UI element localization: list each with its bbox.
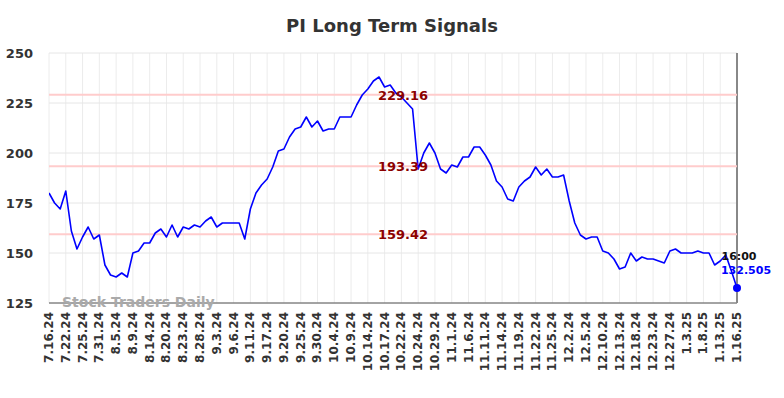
x-tick-label: 11.22.24 (529, 312, 543, 371)
background (0, 0, 784, 398)
y-grid-line (49, 153, 737, 154)
x-tick-label: 10.17.24 (378, 312, 392, 371)
x-tick-label: 10.14.24 (361, 312, 375, 371)
x-grid-line (283, 53, 284, 303)
x-grid-line (569, 53, 570, 303)
x-tick-label: 9.3.24 (210, 312, 224, 355)
x-grid-line (619, 53, 620, 303)
y-tick-label: 125 (6, 296, 33, 311)
x-tick-label: 7.25.24 (76, 312, 90, 363)
x-tick-label: 12.23.24 (646, 312, 660, 371)
last-point (733, 284, 741, 292)
x-tick-label: 11.25.24 (545, 312, 559, 371)
x-tick-label: 7.22.24 (59, 312, 73, 363)
x-tick-label: 10.29.24 (428, 312, 442, 371)
x-tick-label: 9.6.24 (227, 312, 241, 355)
x-tick-label: 9.25.24 (294, 312, 308, 363)
plot-area (49, 77, 737, 288)
x-tick-label: 8.14.24 (143, 312, 157, 363)
x-tick-label: 10.9.24 (344, 312, 358, 363)
x-tick-label: 12.13.24 (613, 312, 627, 371)
last-time: 16:00 (721, 250, 756, 263)
y-grid-line (49, 203, 737, 204)
x-tick-label: 10.22.24 (394, 312, 408, 371)
x-grid-line (434, 53, 435, 303)
x-grid-line (300, 53, 301, 303)
x-grid-line (468, 53, 469, 303)
y-grid-line (49, 253, 737, 254)
x-grid-line (552, 53, 553, 303)
x-tick-label: 8.20.24 (159, 312, 173, 363)
watermark: Stock Traders Daily (62, 294, 215, 310)
x-grid-line (485, 53, 486, 303)
y-grid-line (49, 53, 737, 54)
x-grid-line (216, 53, 217, 303)
x-grid-line (585, 53, 586, 303)
x-grid-line (351, 53, 352, 303)
x-tick-label: 11.11.24 (478, 312, 492, 371)
x-grid-line (334, 53, 335, 303)
x-tick-label: 10.4.24 (327, 312, 341, 363)
x-grid-line (535, 53, 536, 303)
y-tick-label: 250 (6, 46, 33, 61)
x-tick-label: 1.13.25 (713, 312, 727, 363)
x-grid-line (149, 53, 150, 303)
chart: PI Long Term Signals 125 150 175 200 225 250 7.… (0, 0, 784, 398)
x-tick-label: 11.19.24 (512, 312, 526, 371)
x-tick-label: 8.23.24 (176, 312, 190, 363)
x-tick-label: 12.2.24 (562, 312, 576, 363)
x-tick-label: 11.14.24 (495, 312, 509, 371)
x-tick-label: 8.28.24 (193, 312, 207, 363)
y-tick-label: 225 (6, 96, 33, 111)
x-grid-line (636, 53, 637, 303)
y-tick-label: 150 (6, 246, 33, 261)
x-tick-label: 10.24.24 (411, 312, 425, 371)
x-grid-line (669, 53, 670, 303)
x-tick-label: 12.27.24 (663, 312, 677, 371)
x-tick-label: 12.18.24 (629, 312, 643, 371)
x-grid-line (502, 53, 503, 303)
signal-label: 193.39 (378, 159, 428, 174)
x-grid-line (166, 53, 167, 303)
x-tick-label: 1.8.25 (696, 312, 710, 355)
x-tick-label: 9.20.24 (277, 312, 291, 363)
x-tick-label: 12.10.24 (596, 312, 610, 371)
x-tick-label: 1.16.25 (730, 312, 744, 363)
last-value: 132.505 (721, 264, 771, 277)
x-tick-label: 8.9.24 (126, 312, 140, 355)
x-grid-line (703, 53, 704, 303)
signal-label: 159.42 (378, 227, 428, 242)
x-tick-label: 1.3.25 (680, 312, 694, 355)
x-grid-line (65, 53, 66, 303)
x-tick-label: 11.1.24 (445, 312, 459, 363)
x-grid-line (451, 53, 452, 303)
y-tick-label: 175 (6, 196, 33, 211)
x-tick-label: 9.17.24 (260, 312, 274, 363)
x-grid-line (250, 53, 251, 303)
x-tick-label: 9.30.24 (310, 312, 324, 363)
x-grid-line (183, 53, 184, 303)
x-tick-label: 7.16.24 (42, 312, 56, 363)
y-tick-label: 200 (6, 146, 33, 161)
x-grid-line (602, 53, 603, 303)
x-tick-label: 12.5.24 (579, 312, 593, 363)
x-grid-line (200, 53, 201, 303)
x-grid-line (99, 53, 100, 303)
x-grid-line (317, 53, 318, 303)
title: PI Long Term Signals (286, 15, 498, 36)
price-line (49, 77, 737, 288)
x-grid-line (132, 53, 133, 303)
x-grid-line (686, 53, 687, 303)
x-tick-label: 11.6.24 (462, 312, 476, 363)
x-grid-line (518, 53, 519, 303)
x-tick-label: 7.31.24 (92, 312, 106, 363)
signal-label: 229.16 (378, 88, 428, 103)
x-grid-line (49, 53, 50, 303)
x-grid-line (233, 53, 234, 303)
x-grid-line (82, 53, 83, 303)
x-grid-line (653, 53, 654, 303)
x-grid-line (116, 53, 117, 303)
x-tick-label: 9.11.24 (243, 312, 257, 363)
x-tick-label: 8.5.24 (109, 312, 123, 355)
